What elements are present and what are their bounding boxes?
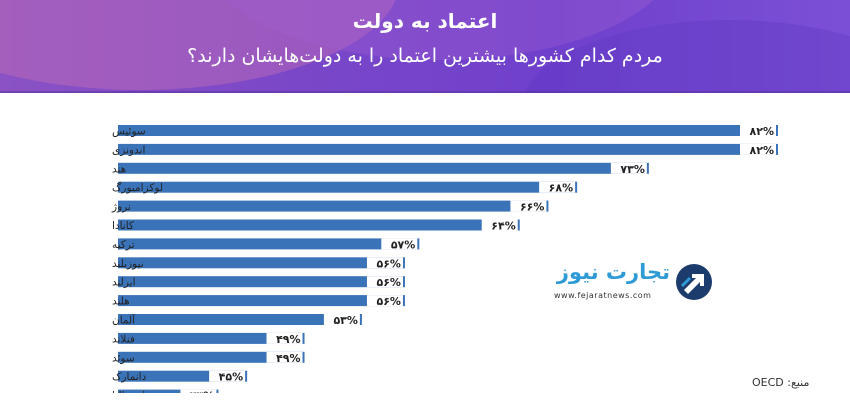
category-label: هند	[112, 163, 126, 175]
value-label: ۵۷%	[391, 238, 415, 251]
chart-title: اعتماد به دولت	[352, 9, 498, 33]
value-label: ۴۵%	[219, 371, 243, 384]
value-label-background	[510, 200, 547, 212]
value-label: ۷۳%	[620, 163, 644, 176]
bar	[118, 295, 405, 307]
category-label: دانمارک	[112, 371, 147, 383]
value-label: ۴۳%	[190, 390, 214, 393]
value-label-background	[209, 370, 246, 382]
value-label-background	[740, 125, 776, 136]
header-banner: اعتماد به دولت مردم کدام کشورها بیشترین …	[0, 0, 850, 93]
category-label: فنلاند	[112, 333, 135, 345]
value-label-background	[610, 162, 647, 174]
bar	[118, 314, 362, 325]
bar	[118, 351, 305, 363]
value-label-background	[481, 219, 518, 231]
bar	[118, 219, 520, 231]
brand-url: www.fejaratnews.com	[554, 291, 652, 300]
value-label: ۶۴%	[491, 220, 515, 233]
category-label: نیوزیلند	[112, 258, 144, 270]
bar	[118, 276, 405, 288]
value-label-background	[366, 257, 403, 269]
bar	[118, 370, 248, 382]
value-label: ۶۸%	[549, 182, 573, 195]
category-label: سوئد	[112, 352, 135, 364]
bar	[118, 389, 219, 393]
value-label-background	[366, 295, 403, 307]
upward-arrow-circle-icon	[676, 264, 712, 300]
value-label-background	[366, 276, 403, 288]
value-label-background	[180, 389, 217, 393]
brand-name: تجارت نیوز	[556, 260, 670, 284]
value-label-background	[539, 181, 576, 193]
value-label: ۶۶%	[520, 201, 544, 214]
value-label: ۵۶%	[377, 257, 401, 270]
bar	[118, 143, 778, 155]
bar	[118, 332, 305, 344]
category-label: اندونزی	[112, 144, 145, 156]
bar-chart: سوئیس ۸۲% اندونزی ۸۲% هند ۷۳% لوکزامبورگ ۶۸% نرو…	[111, 125, 778, 393]
category-label: لوکزامبورگ	[112, 180, 163, 194]
category-label: هلند	[112, 296, 130, 308]
value-label: ۸۲%	[750, 125, 774, 138]
value-label-background	[266, 332, 303, 344]
header-divider	[0, 91, 850, 93]
category-label: سوئیس	[112, 126, 146, 138]
brand-logo: تجارت نیوز www.fejaratnews.com	[548, 258, 718, 308]
bar	[118, 181, 578, 193]
category-label: کانادا	[112, 220, 134, 232]
bar	[118, 162, 649, 174]
category-label: استرالیا	[112, 390, 145, 393]
value-label: ۵۳%	[333, 314, 357, 327]
bar	[118, 238, 420, 250]
category-label: ترکیه	[112, 239, 135, 251]
chart-subtitle: مردم کدام کشورها بیشترین اعتماد را به دو…	[187, 45, 663, 67]
value-label-background	[323, 314, 360, 325]
bar	[118, 257, 405, 269]
category-label: آلمان	[112, 314, 136, 327]
value-label-background	[740, 143, 776, 155]
value-label: ۴۹%	[276, 352, 300, 365]
source-note: منبع: OECD	[752, 376, 810, 389]
value-label: ۵۶%	[377, 276, 401, 289]
category-label: نروژ	[111, 201, 131, 213]
value-label-background	[266, 351, 303, 363]
category-label: ایرلند	[112, 277, 136, 289]
value-label: ۸۲%	[750, 144, 774, 157]
bar	[118, 125, 778, 136]
value-label: ۵۶%	[377, 295, 401, 308]
value-label-background	[381, 238, 418, 250]
value-label: ۴۹%	[276, 333, 300, 346]
bar	[118, 200, 549, 212]
